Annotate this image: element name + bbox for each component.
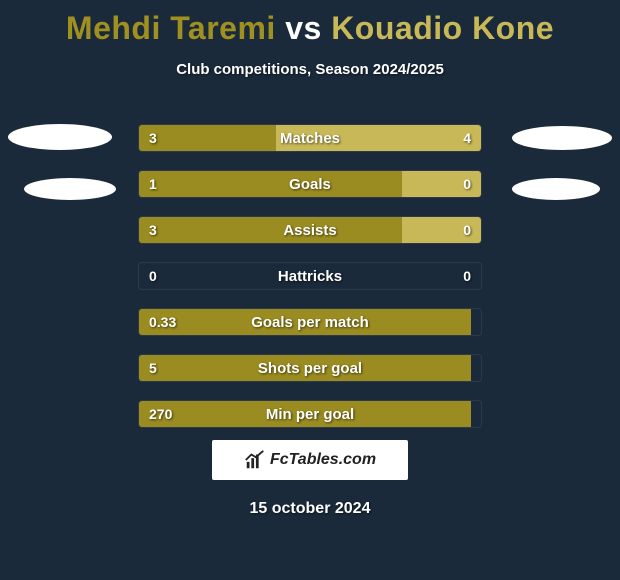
player1-name: Mehdi Taremi bbox=[66, 10, 276, 46]
stat-row: 30Assists bbox=[138, 216, 482, 244]
player1-club-placeholder bbox=[24, 178, 116, 200]
vs-text: vs bbox=[285, 10, 322, 46]
stat-value-left: 0.33 bbox=[139, 309, 186, 335]
subtitle: Club competitions, Season 2024/2025 bbox=[0, 61, 620, 78]
chart-icon bbox=[244, 449, 266, 471]
player2-club-placeholder bbox=[512, 178, 600, 200]
comparison-title: Mehdi Taremi vs Kouadio Kone bbox=[0, 0, 620, 47]
stat-bar-left bbox=[139, 401, 471, 427]
date-text: 15 october 2024 bbox=[0, 500, 620, 518]
stat-bar-left bbox=[139, 309, 471, 335]
stat-bar-left bbox=[139, 217, 402, 243]
stat-bar-left bbox=[139, 171, 402, 197]
stat-value-right: 0 bbox=[453, 263, 481, 289]
stat-row: 270Min per goal bbox=[138, 400, 482, 428]
stat-bars-container: 34Matches10Goals30Assists00Hattricks0.33… bbox=[138, 124, 482, 446]
watermark: FcTables.com bbox=[212, 440, 408, 480]
stat-row: 0 0Hattricks bbox=[138, 262, 482, 290]
stat-row: 10Goals bbox=[138, 170, 482, 198]
stat-value-left: 5 bbox=[139, 355, 167, 381]
stat-value-right: 0 bbox=[453, 217, 481, 243]
watermark-text: FcTables.com bbox=[270, 451, 376, 469]
stat-row: 34Matches bbox=[138, 124, 482, 152]
stat-row: 5Shots per goal bbox=[138, 354, 482, 382]
stat-bar-left bbox=[139, 355, 471, 381]
stat-value-left: 3 bbox=[139, 217, 167, 243]
stat-value-right: 4 bbox=[453, 125, 481, 151]
stat-row: 0.33Goals per match bbox=[138, 308, 482, 336]
stat-value-left: 270 bbox=[139, 401, 182, 427]
stat-value-left: 1 bbox=[139, 171, 167, 197]
stat-value-left: 0 bbox=[139, 263, 167, 289]
player2-name: Kouadio Kone bbox=[331, 10, 554, 46]
stat-value-left: 3 bbox=[139, 125, 167, 151]
stat-value-right: 0 bbox=[453, 171, 481, 197]
stat-label: Hattricks bbox=[139, 263, 481, 289]
stat-bar-right bbox=[276, 125, 481, 151]
player1-photo-placeholder bbox=[8, 124, 112, 150]
player2-photo-placeholder bbox=[512, 126, 612, 150]
